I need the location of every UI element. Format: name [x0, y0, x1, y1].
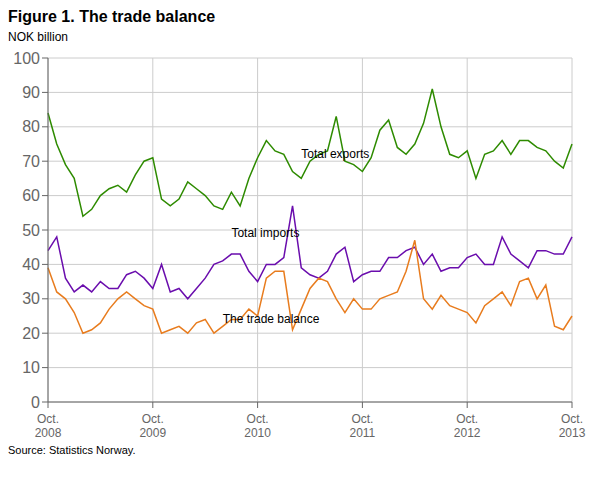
- html-text:Source: Statistics Norway.: Source: Statistics Norway.: [8, 444, 136, 456]
- svg-text:Total exports: Total exports: [301, 147, 369, 161]
- svg-text:40: 40: [22, 256, 40, 273]
- svg-text:The trade balance: The trade balance: [223, 312, 320, 326]
- svg-text:0: 0: [31, 394, 40, 411]
- svg-text:Total imports: Total imports: [231, 226, 299, 240]
- svg-text:20: 20: [22, 325, 40, 342]
- svg-text:Oct.2009: Oct.2009: [139, 412, 166, 440]
- svg-text:Oct.2008: Oct.2008: [35, 412, 62, 440]
- svg-text:80: 80: [22, 118, 40, 135]
- svg-text:Oct.2010: Oct.2010: [244, 412, 271, 440]
- svg-text:60: 60: [22, 187, 40, 204]
- svg-text:90: 90: [22, 84, 40, 101]
- html-text:Figure 1. The trade balance: Figure 1. The trade balance: [8, 8, 216, 25]
- svg-text:70: 70: [22, 153, 40, 170]
- svg-text:10: 10: [22, 359, 40, 376]
- html-text:NOK billion: NOK billion: [8, 30, 68, 44]
- svg-text:100: 100: [13, 50, 40, 67]
- svg-text:Oct.2013: Oct.2013: [559, 412, 586, 440]
- svg-text:50: 50: [22, 222, 40, 239]
- svg-text:30: 30: [22, 290, 40, 307]
- svg-text:Oct.2011: Oct.2011: [349, 412, 375, 440]
- svg-text:Oct.2012: Oct.2012: [454, 412, 481, 440]
